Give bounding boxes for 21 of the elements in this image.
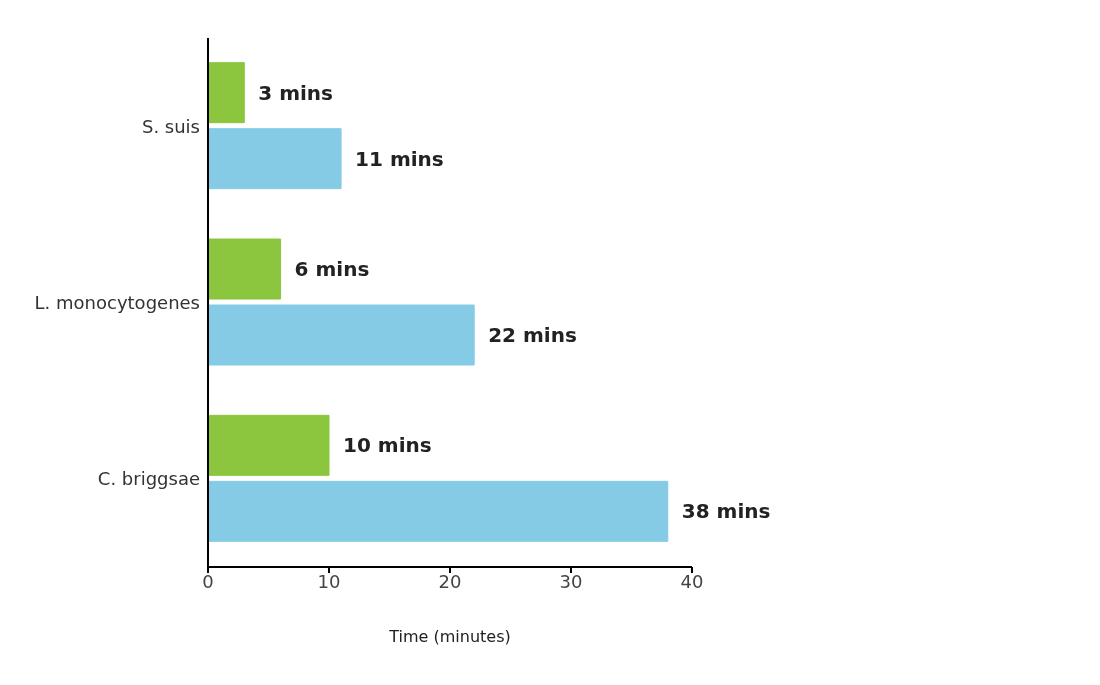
bar: [208, 62, 245, 124]
data-label: 6 mins: [294, 257, 370, 282]
data-label: 22 mins: [488, 323, 577, 348]
data-label: 38 mins: [681, 499, 771, 524]
x-tick-label: 40: [680, 570, 704, 592]
bar: [208, 304, 475, 366]
x-axis-title: Time (minutes): [388, 627, 511, 646]
data-label: 10 mins: [343, 433, 432, 458]
bar: [208, 128, 342, 190]
x-tick-label: 10: [317, 570, 341, 592]
data-label: 3 mins: [258, 80, 334, 105]
bar: [208, 480, 669, 542]
y-tick-label: L. monocytogenes: [34, 291, 200, 313]
x-tick-label: 20: [438, 570, 462, 592]
bar: [208, 238, 282, 300]
data-label: 11 mins: [355, 146, 444, 171]
y-tick-label: C. briggsae: [97, 468, 200, 490]
x-tick-label: 0: [202, 570, 214, 592]
bar: [208, 414, 330, 476]
y-tick-label: S. suis: [141, 115, 200, 137]
x-tick-label: 30: [559, 570, 583, 592]
